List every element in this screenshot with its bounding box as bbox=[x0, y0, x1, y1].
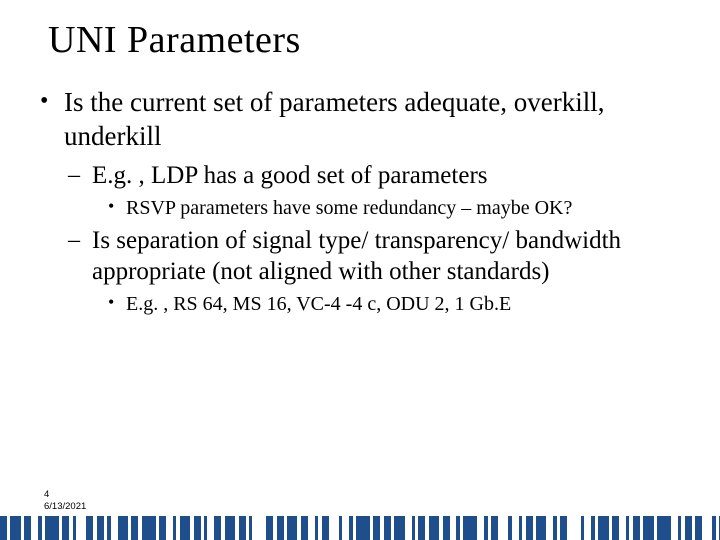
subsub-list-1: RSVP parameters have some redundancy – m… bbox=[92, 195, 684, 221]
sub-text-1: E.g. , LDP has a good set of parameters bbox=[92, 162, 488, 189]
footer-meta: 4 6/13/2021 bbox=[44, 489, 86, 512]
subsub-item-1: RSVP parameters have some redundancy – m… bbox=[102, 195, 684, 221]
sub-text-2: Is separation of signal type/ transparen… bbox=[92, 227, 621, 285]
bullet-text-1: Is the current set of parameters adequat… bbox=[64, 87, 605, 151]
subsub-text-1: RSVP parameters have some redundancy – m… bbox=[126, 197, 572, 219]
subsub-list-2: E.g. , RS 64, MS 16, VC-4 -4 c, ODU 2, 1… bbox=[92, 291, 684, 317]
sub-item-2: Is separation of signal type/ transparen… bbox=[64, 225, 684, 318]
sub-list-1: E.g. , LDP has a good set of parameters … bbox=[64, 160, 684, 318]
bullet-item-1: Is the current set of parameters adequat… bbox=[36, 86, 684, 317]
sub-item-1: E.g. , LDP has a good set of parameters … bbox=[64, 160, 684, 221]
page-number: 4 bbox=[44, 489, 86, 500]
subsub-text-2: E.g. , RS 64, MS 16, VC-4 -4 c, ODU 2, 1… bbox=[126, 293, 511, 315]
bullet-list: Is the current set of parameters adequat… bbox=[36, 86, 684, 317]
slide: UNI Parameters Is the current set of par… bbox=[0, 0, 720, 540]
footer-barcode bbox=[0, 516, 720, 540]
subsub-item-2: E.g. , RS 64, MS 16, VC-4 -4 c, ODU 2, 1… bbox=[102, 291, 684, 317]
footer-date: 6/13/2021 bbox=[44, 501, 86, 512]
slide-title: UNI Parameters bbox=[48, 18, 684, 62]
